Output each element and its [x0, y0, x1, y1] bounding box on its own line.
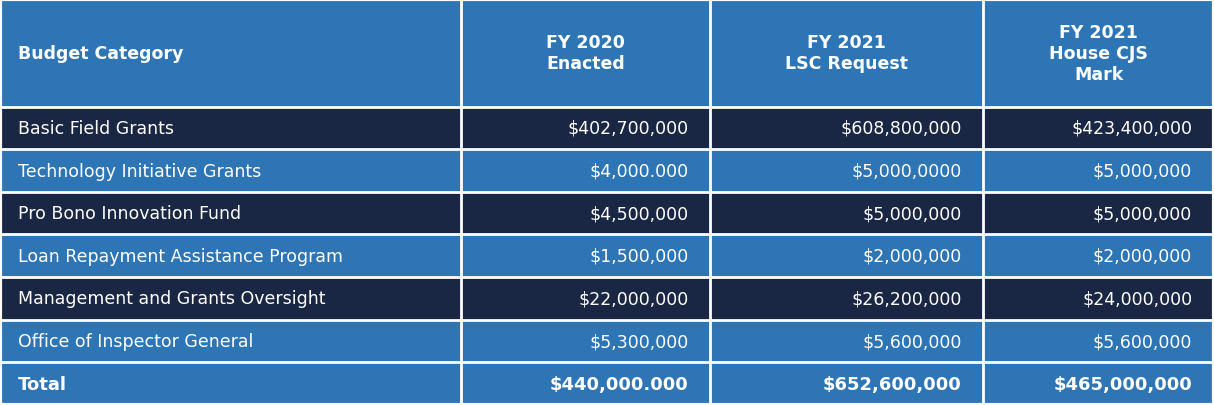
- Text: $4,000.000: $4,000.000: [589, 162, 688, 180]
- Bar: [710, 0, 983, 107]
- Text: $1,500,000: $1,500,000: [589, 247, 688, 265]
- Text: Management and Grants Oversight: Management and Grants Oversight: [18, 290, 325, 308]
- Bar: [461, 107, 710, 150]
- Text: $2,000,000: $2,000,000: [862, 247, 961, 265]
- Bar: [461, 362, 710, 405]
- Text: $652,600,000: $652,600,000: [823, 375, 961, 393]
- Bar: [0, 235, 461, 277]
- Text: $440,000.000: $440,000.000: [550, 375, 688, 393]
- Text: $608,800,000: $608,800,000: [840, 119, 961, 138]
- Bar: [461, 192, 710, 235]
- Text: $5,300,000: $5,300,000: [589, 332, 688, 350]
- Text: $22,000,000: $22,000,000: [578, 290, 688, 308]
- Bar: [710, 362, 983, 405]
- Bar: [0, 0, 461, 107]
- Bar: [0, 192, 461, 235]
- Bar: [983, 150, 1214, 192]
- Text: FY 2021
LSC Request: FY 2021 LSC Request: [785, 34, 908, 73]
- Bar: [710, 277, 983, 320]
- Text: Loan Repayment Assistance Program: Loan Repayment Assistance Program: [18, 247, 344, 265]
- Bar: [0, 320, 461, 362]
- Bar: [461, 277, 710, 320]
- Bar: [710, 107, 983, 150]
- Text: $5,000,000: $5,000,000: [1093, 162, 1192, 180]
- Bar: [0, 150, 461, 192]
- Bar: [710, 192, 983, 235]
- Bar: [983, 277, 1214, 320]
- Text: $465,000,000: $465,000,000: [1054, 375, 1192, 393]
- Text: Technology Initiative Grants: Technology Initiative Grants: [18, 162, 261, 180]
- Text: FY 2021
House CJS
Mark: FY 2021 House CJS Mark: [1049, 24, 1148, 83]
- Text: $423,400,000: $423,400,000: [1071, 119, 1192, 138]
- Bar: [461, 320, 710, 362]
- Text: $26,200,000: $26,200,000: [851, 290, 961, 308]
- Text: Budget Category: Budget Category: [18, 45, 183, 63]
- Text: Office of Inspector General: Office of Inspector General: [18, 332, 254, 350]
- Bar: [461, 235, 710, 277]
- Bar: [710, 235, 983, 277]
- Bar: [0, 277, 461, 320]
- Bar: [0, 362, 461, 405]
- Bar: [710, 320, 983, 362]
- Bar: [983, 107, 1214, 150]
- Bar: [0, 107, 461, 150]
- Bar: [983, 235, 1214, 277]
- Text: $24,000,000: $24,000,000: [1082, 290, 1192, 308]
- Text: $5,000,0000: $5,000,0000: [851, 162, 961, 180]
- Text: Pro Bono Innovation Fund: Pro Bono Innovation Fund: [18, 205, 242, 223]
- Bar: [461, 0, 710, 107]
- Bar: [983, 0, 1214, 107]
- Text: $402,700,000: $402,700,000: [567, 119, 688, 138]
- Text: Basic Field Grants: Basic Field Grants: [18, 119, 175, 138]
- Bar: [983, 192, 1214, 235]
- Bar: [461, 150, 710, 192]
- Text: $2,000,000: $2,000,000: [1093, 247, 1192, 265]
- Text: FY 2020
Enacted: FY 2020 Enacted: [546, 34, 625, 73]
- Text: $5,000,000: $5,000,000: [1093, 205, 1192, 223]
- Bar: [710, 150, 983, 192]
- Text: $5,600,000: $5,600,000: [862, 332, 961, 350]
- Text: $5,600,000: $5,600,000: [1093, 332, 1192, 350]
- Bar: [983, 320, 1214, 362]
- Bar: [983, 362, 1214, 405]
- Text: $4,500,000: $4,500,000: [589, 205, 688, 223]
- Text: $5,000,000: $5,000,000: [862, 205, 961, 223]
- Text: Total: Total: [18, 375, 67, 393]
